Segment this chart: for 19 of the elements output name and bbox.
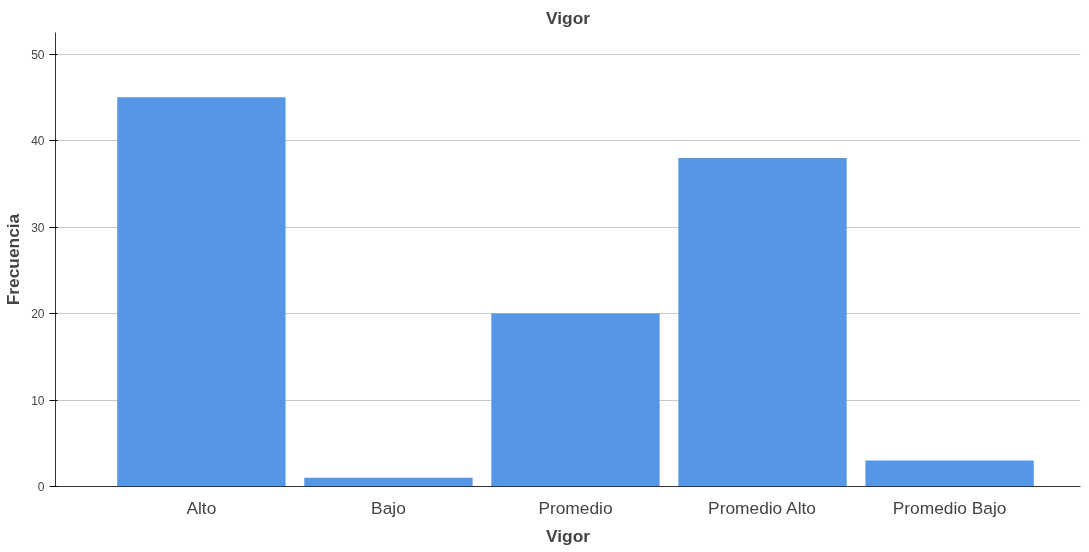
y-tick-label: 50	[31, 47, 45, 62]
bar	[304, 477, 473, 487]
y-tick-label: 40	[31, 134, 45, 149]
bar	[117, 97, 286, 487]
x-tick-label: Bajo	[371, 497, 406, 518]
x-tick-label: Promedio Bajo	[892, 497, 1007, 518]
chart-title: Vigor	[546, 7, 591, 28]
bar	[678, 157, 847, 487]
y-tick-label: 30	[31, 220, 45, 235]
bar	[865, 460, 1034, 487]
x-tick-label: Promedio Alto	[708, 497, 816, 518]
y-tick-label: 20	[31, 307, 45, 322]
y-axis-title: Frecuencia	[3, 213, 24, 306]
x-axis-title: Vigor	[546, 525, 591, 546]
x-tick-label: Alto	[186, 497, 217, 518]
x-tick-label: Promedio	[538, 497, 613, 518]
bar	[491, 313, 660, 487]
y-tick-label: 10	[31, 393, 45, 408]
y-tick-label: 0	[37, 480, 45, 494]
